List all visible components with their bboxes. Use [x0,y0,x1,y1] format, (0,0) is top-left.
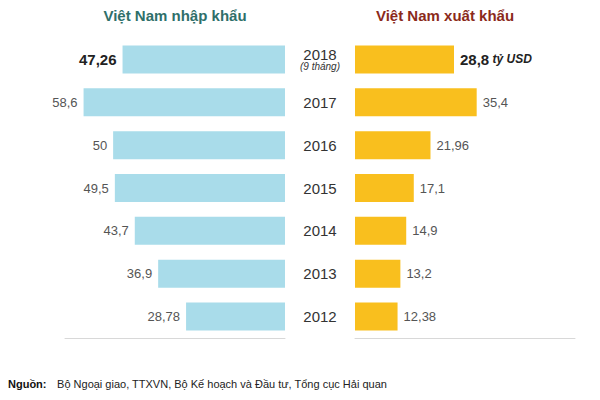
svg-text:17,1: 17,1 [420,181,445,196]
svg-text:28,78: 28,78 [148,309,181,324]
svg-text:13,2: 13,2 [406,266,431,281]
svg-text:tỷ USD: tỷ USD [493,52,533,66]
svg-text:Nguồn:: Nguồn: [8,378,46,390]
svg-text:47,26: 47,26 [79,51,117,68]
svg-text:2017: 2017 [303,94,336,111]
svg-text:50: 50 [93,138,107,153]
svg-text:2015: 2015 [303,180,336,197]
svg-text:Việt Nam nhập khẩu: Việt Nam nhập khẩu [103,7,246,24]
svg-text:2012: 2012 [303,308,336,325]
svg-text:35,4: 35,4 [483,95,508,110]
svg-text:2018: 2018 [303,46,336,63]
svg-text:58,6: 58,6 [52,95,77,110]
svg-text:21,96: 21,96 [436,138,469,153]
svg-text:36,9: 36,9 [127,266,152,281]
svg-text:12,38: 12,38 [404,309,437,324]
svg-text:Việt Nam xuất khẩu: Việt Nam xuất khẩu [376,7,514,24]
svg-text:2014: 2014 [303,222,336,239]
svg-text:Bộ Ngoại giao, TTXVN, Bộ Kế ho: Bộ Ngoại giao, TTXVN, Bộ Kế hoạch và Đầu… [54,378,387,390]
svg-text:14,9: 14,9 [412,223,437,238]
svg-text:28,8: 28,8 [460,51,489,68]
svg-text:2016: 2016 [303,137,336,154]
svg-text:2013: 2013 [303,265,336,282]
svg-text:49,5: 49,5 [84,181,109,196]
svg-text:43,7: 43,7 [103,223,128,238]
svg-text:(9 tháng): (9 tháng) [300,61,340,72]
